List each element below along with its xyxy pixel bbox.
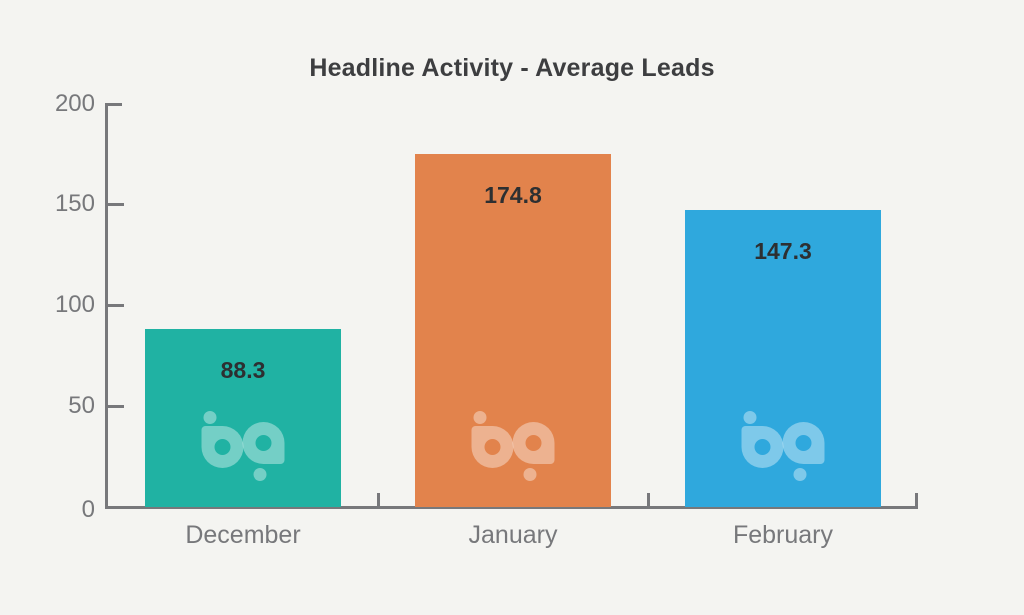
- logo-dot-bottom-icon: [523, 468, 537, 481]
- logo-glyph-p-icon: [782, 422, 825, 464]
- y-axis-label-50: 50: [68, 392, 95, 419]
- y-axis-label-100: 100: [54, 291, 95, 318]
- bar-value-february: 147.3: [754, 237, 812, 264]
- bar-december: 88.3: [145, 328, 341, 507]
- y-tick-100: [105, 304, 124, 307]
- x-tick-1: [377, 493, 380, 506]
- logo-glyph-b-icon: [201, 426, 244, 468]
- bar-value-december: 88.3: [220, 356, 266, 383]
- logo-dot-bottom-icon: [253, 468, 267, 481]
- y-axis-label-0: 0: [81, 496, 95, 523]
- logo-glyph-p-icon: [512, 422, 555, 464]
- logo-glyph-b-icon: [471, 426, 514, 468]
- x-axis-label-january: January: [468, 521, 558, 549]
- logo-dot-bottom-icon: [793, 468, 807, 481]
- logo-dot-top-icon: [203, 411, 217, 424]
- x-tick-end: [915, 493, 918, 506]
- bar-january: 174.8: [415, 154, 611, 507]
- y-tick-50: [105, 405, 124, 408]
- y-tick-200: [105, 103, 122, 106]
- y-axis-label-200: 200: [54, 90, 95, 117]
- bp-logo-watermark: [471, 411, 555, 481]
- logo-dot-top-icon: [743, 411, 757, 424]
- bp-logo-watermark: [201, 411, 285, 481]
- bp-logo-watermark: [741, 411, 825, 481]
- x-axis-label-december: December: [185, 521, 301, 549]
- logo-glyph-b-icon: [741, 426, 784, 468]
- x-axis-label-february: February: [732, 521, 834, 549]
- bar-february: 147.3: [685, 209, 881, 507]
- x-tick-2: [647, 493, 650, 506]
- x-axis-line: [105, 506, 918, 509]
- chart-title: Headline Activity - Average Leads: [309, 54, 715, 82]
- bar-value-january: 174.8: [484, 182, 542, 209]
- logo-dot-top-icon: [473, 411, 487, 424]
- logo-glyph-p-icon: [242, 422, 285, 464]
- y-tick-150: [105, 203, 124, 206]
- y-axis-label-150: 150: [54, 190, 95, 217]
